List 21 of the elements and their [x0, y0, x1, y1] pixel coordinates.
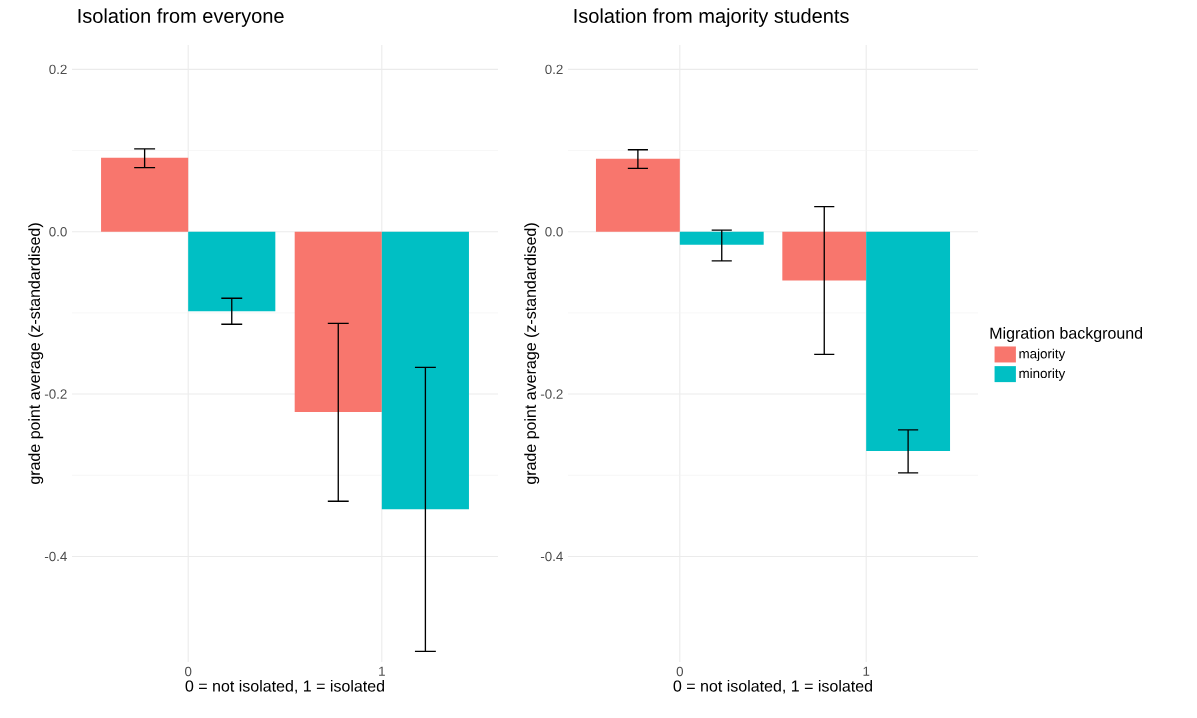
y-tick-label: 0.2: [49, 64, 67, 75]
y-tick-label: -0.2: [44, 389, 67, 399]
y-tick-label: 0.2: [545, 64, 563, 75]
x-tick-label: 1: [863, 666, 870, 676]
chart-title: Isolation from majority students: [574, 8, 849, 27]
x-tick-label: 0: [185, 666, 192, 677]
legend-title: Migration background: [990, 327, 1143, 342]
y-tick-label: -0.4: [44, 551, 67, 562]
x-tick-label: 1: [379, 666, 385, 676]
y-axis-title: grade point average (z-standardised): [524, 223, 540, 485]
y-tick-label: 0.0: [49, 227, 67, 237]
x-tick-label: 0: [676, 666, 684, 677]
y-axis-title: grade point average (z-standardised): [28, 223, 44, 485]
x-axis-title: 0 = not isolated, 1 = isolated: [673, 679, 872, 694]
chart-title: Isolation from everyone: [78, 8, 284, 27]
legend-label: minority: [1019, 368, 1066, 381]
legend-label: majority: [1019, 348, 1066, 362]
y-tick-label: 0.0: [545, 227, 563, 237]
x-axis-title: 0 = not isolated, 1 = isolated: [185, 679, 384, 694]
y-tick-label: -0.4: [540, 551, 563, 562]
y-tick-label: -0.2: [540, 389, 563, 399]
